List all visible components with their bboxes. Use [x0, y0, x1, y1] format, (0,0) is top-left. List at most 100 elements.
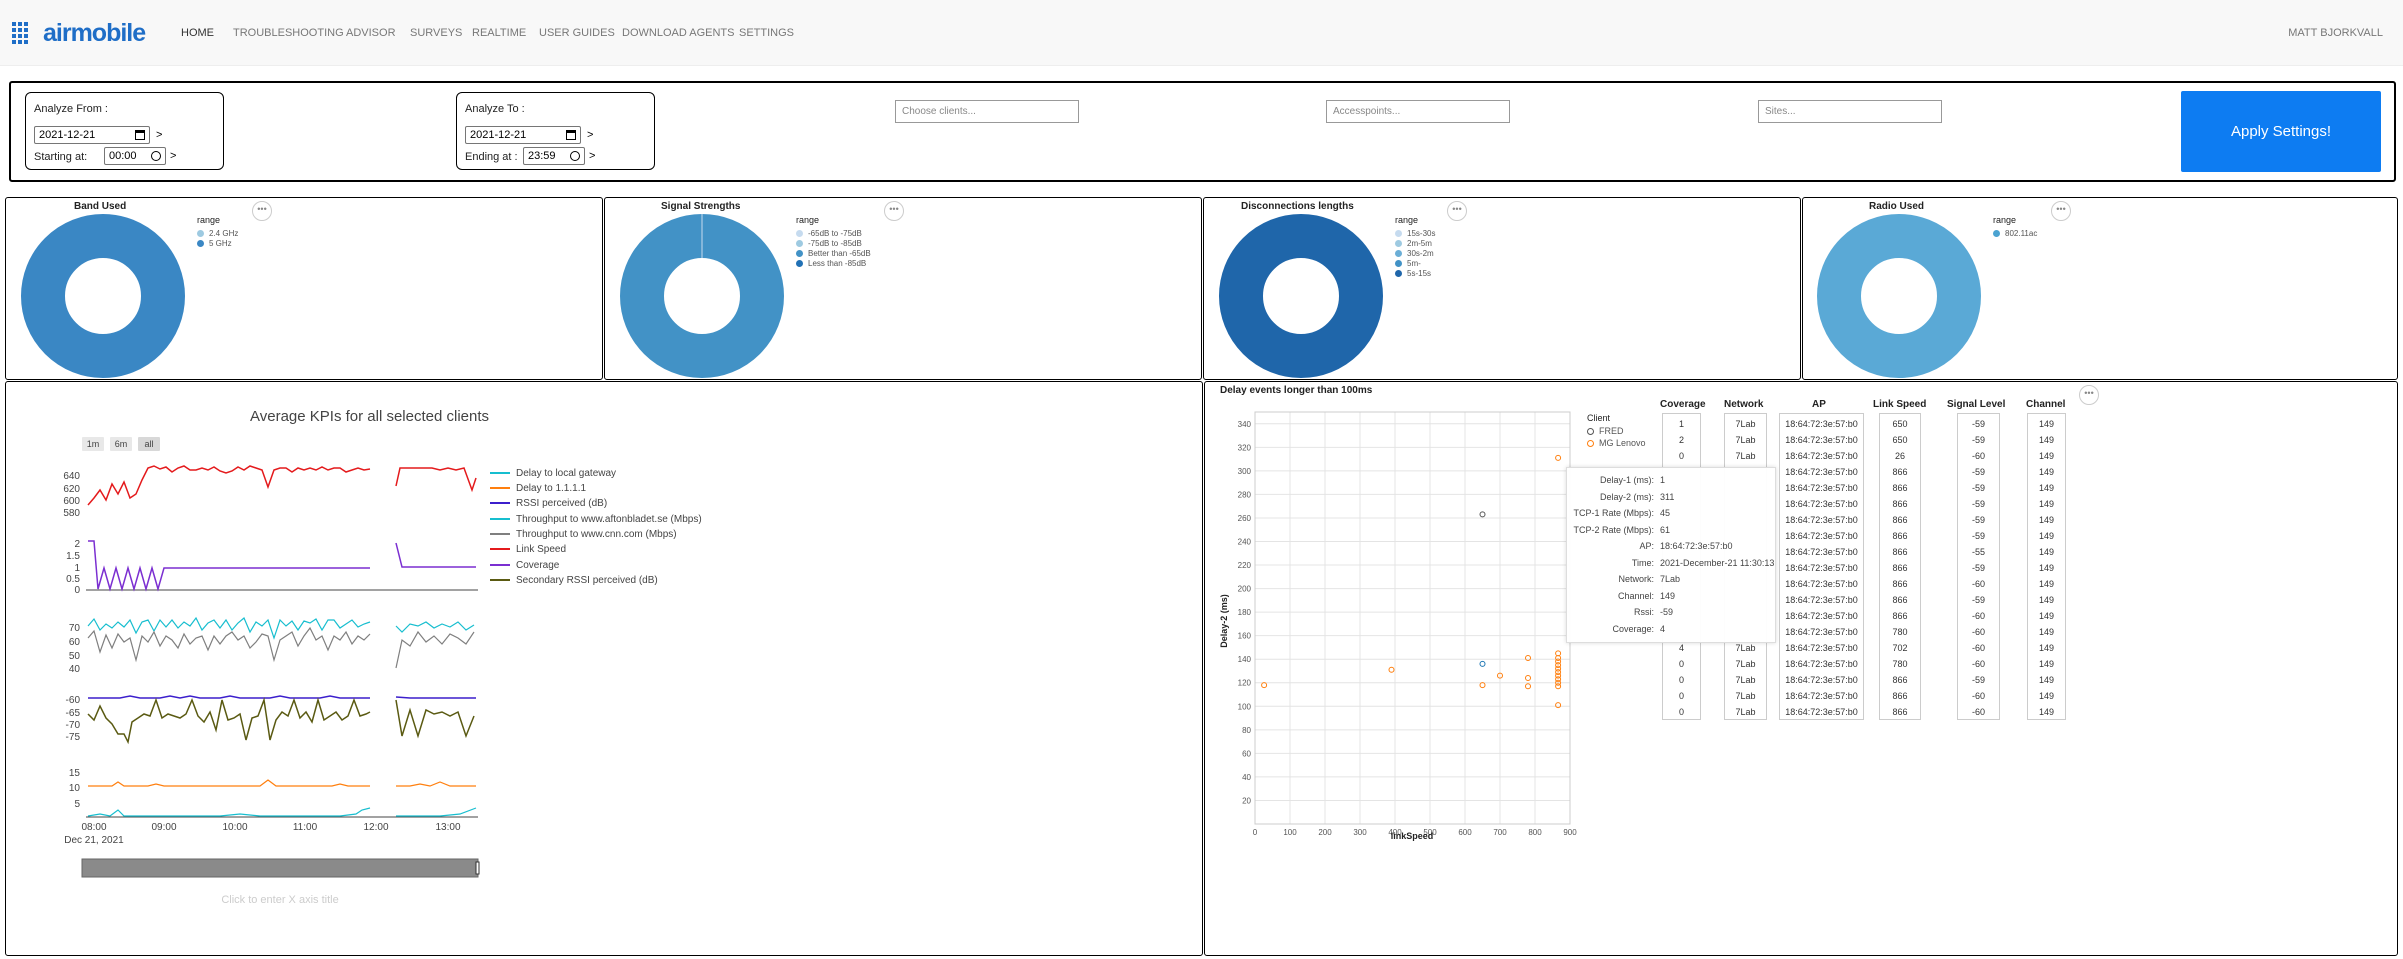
clock-icon[interactable] [570, 151, 580, 161]
legend-item[interactable]: 2m-5m [1395, 238, 1435, 248]
scatter-point[interactable] [1525, 655, 1531, 662]
series-link-speed-b[interactable] [395, 467, 477, 493]
clients-select[interactable]: Choose clients... [895, 100, 1079, 123]
series-coverage[interactable] [88, 540, 370, 592]
legend-item[interactable]: 2.4 GHz [197, 228, 238, 238]
scatter-legend-item[interactable]: MG Lenovo [1587, 437, 1646, 449]
more-options-icon[interactable]: ••• [2051, 201, 2071, 221]
sites-select[interactable]: Sites... [1758, 100, 1942, 123]
scatter-point[interactable] [1555, 669, 1562, 676]
more-options-icon[interactable]: ••• [884, 201, 904, 221]
kpi-legend-item[interactable]: RSSI perceived (dB) [490, 496, 607, 510]
series-coverage-b[interactable] [395, 542, 476, 568]
legend-item[interactable]: 5s-15s [1395, 268, 1435, 278]
scatter-point[interactable] [1555, 665, 1562, 672]
series-delay-gateway-b[interactable] [396, 807, 477, 817]
series-throughput-aftonbladet-b[interactable] [395, 621, 475, 633]
series-throughput-aftonbladet[interactable] [87, 616, 371, 640]
nav-surveys[interactable]: SURVEYS [410, 27, 463, 39]
nav-realtime[interactable]: REALTIME [472, 27, 527, 39]
more-options-icon[interactable]: ••• [1447, 201, 1467, 221]
series-throughput-cnn[interactable] [87, 626, 371, 663]
th-ap[interactable]: AP [1812, 399, 1826, 410]
nav-settings[interactable]: SETTINGS [739, 27, 795, 39]
legend-item[interactable]: 5 GHz [197, 238, 238, 248]
series-rssi[interactable] [88, 695, 370, 699]
series-delay-1111[interactable] [88, 779, 370, 787]
legend-item[interactable]: 802.11ac [1993, 228, 2037, 238]
th-network[interactable]: Network [1724, 399, 1764, 410]
series-throughput-cnn-b[interactable] [395, 630, 475, 669]
series-rssi-b[interactable] [395, 696, 476, 699]
series-delay-gateway[interactable] [87, 807, 371, 817]
scatter-point[interactable] [1555, 679, 1562, 686]
legend-item[interactable]: 5m- [1395, 258, 1435, 268]
kpi-legend-item[interactable]: Delay to 1.1.1.1 [490, 481, 586, 495]
kpi-legend-item[interactable]: Coverage [490, 558, 559, 572]
legend-item[interactable]: 30s-2m [1395, 248, 1435, 258]
more-options-icon[interactable]: ••• [2079, 385, 2099, 405]
accesspoints-select[interactable]: Accesspoints... [1326, 100, 1510, 123]
legend-item[interactable]: -75dB to -85dB [796, 238, 871, 248]
scatter-point[interactable] [1479, 511, 1486, 518]
series-secondary-rssi-b[interactable] [395, 699, 475, 739]
user-menu[interactable]: MATT BJORKVALL [2288, 27, 2383, 39]
scatter-point[interactable] [1555, 658, 1562, 665]
clock-icon[interactable] [151, 151, 161, 161]
series-delay-1111-b[interactable] [396, 781, 476, 787]
donut-slice-5ghz[interactable] [21, 214, 185, 378]
scatter-point[interactable] [1261, 682, 1268, 689]
airmobile-logo[interactable]: airmobile [10, 18, 146, 48]
kpi-legend-item[interactable]: Throughput to www.aftonbladet.se (Mbps) [490, 512, 702, 526]
range-button-1m[interactable]: 1m [82, 437, 104, 451]
series-link-speed[interactable] [87, 465, 371, 506]
legend-item[interactable]: -65dB to -75dB [796, 228, 871, 238]
scatter-point[interactable] [1525, 683, 1531, 690]
to-time-input[interactable]: 23:59 [523, 147, 585, 165]
th-signal-level[interactable]: Signal Level [1947, 399, 2006, 410]
to-date-input[interactable]: 2021-12-21 [465, 126, 581, 144]
scatter-point[interactable] [1388, 666, 1395, 673]
scatter-point[interactable] [1555, 454, 1562, 461]
donut-slice-80211ac[interactable] [1817, 214, 1981, 378]
from-date-input[interactable]: 2021-12-21 [34, 126, 150, 144]
x-axis-title-hint[interactable]: Click to enter X axis title [221, 894, 338, 906]
th-channel[interactable]: Channel [2026, 399, 2066, 410]
th-link-speed[interactable]: Link Speed [1873, 399, 1927, 410]
nav-home[interactable]: HOME [181, 27, 214, 39]
scatter-point[interactable] [1555, 683, 1562, 690]
range-button-6m[interactable]: 6m [110, 437, 132, 451]
scatter-point[interactable] [1525, 675, 1531, 682]
th-coverage[interactable]: Coverage [1660, 399, 1706, 410]
donut-slice-5s-15s[interactable] [1219, 214, 1383, 378]
range-slider[interactable] [81, 858, 479, 878]
from-time-input[interactable]: 00:00 [104, 147, 166, 165]
scatter-point[interactable] [1555, 676, 1562, 683]
apply-settings-button[interactable]: Apply Settings! [2181, 91, 2381, 172]
more-options-icon[interactable]: ••• [252, 201, 272, 221]
nav-advisor[interactable]: ADVISOR [346, 27, 396, 39]
scatter-point[interactable] [1555, 662, 1562, 669]
kpi-legend-item[interactable]: Delay to local gateway [490, 466, 616, 480]
scatter-point[interactable] [1479, 660, 1486, 667]
legend-item[interactable]: Better than -65dB [796, 248, 871, 258]
kpi-legend-item[interactable]: Secondary RSSI perceived (dB) [490, 573, 658, 587]
scatter-point[interactable] [1497, 672, 1503, 679]
series-secondary-rssi[interactable] [87, 697, 371, 745]
nav-user-guides[interactable]: USER GUIDES [539, 27, 615, 39]
scatter-point[interactable] [1479, 682, 1486, 689]
legend-item[interactable]: Less than -85dB [796, 258, 871, 268]
legend-item[interactable]: 15s-30s [1395, 228, 1435, 238]
range-button-all[interactable]: all [138, 437, 160, 451]
kpi-legend-item[interactable]: Throughput to www.cnn.com (Mbps) [490, 527, 677, 541]
scatter-legend-item[interactable]: FRED [1587, 425, 1646, 437]
calendar-icon[interactable] [566, 130, 576, 140]
scatter-point[interactable] [1555, 672, 1562, 679]
scatter-point[interactable] [1555, 702, 1562, 709]
nav-troubleshooting[interactable]: TROUBLESHOOTING [233, 27, 344, 39]
scatter-point[interactable] [1555, 655, 1562, 662]
range-slider-handle[interactable] [475, 861, 480, 875]
kpi-legend-item[interactable]: Link Speed [490, 542, 566, 556]
nav-download-agents[interactable]: DOWNLOAD AGENTS [622, 27, 735, 39]
calendar-icon[interactable] [135, 130, 145, 140]
